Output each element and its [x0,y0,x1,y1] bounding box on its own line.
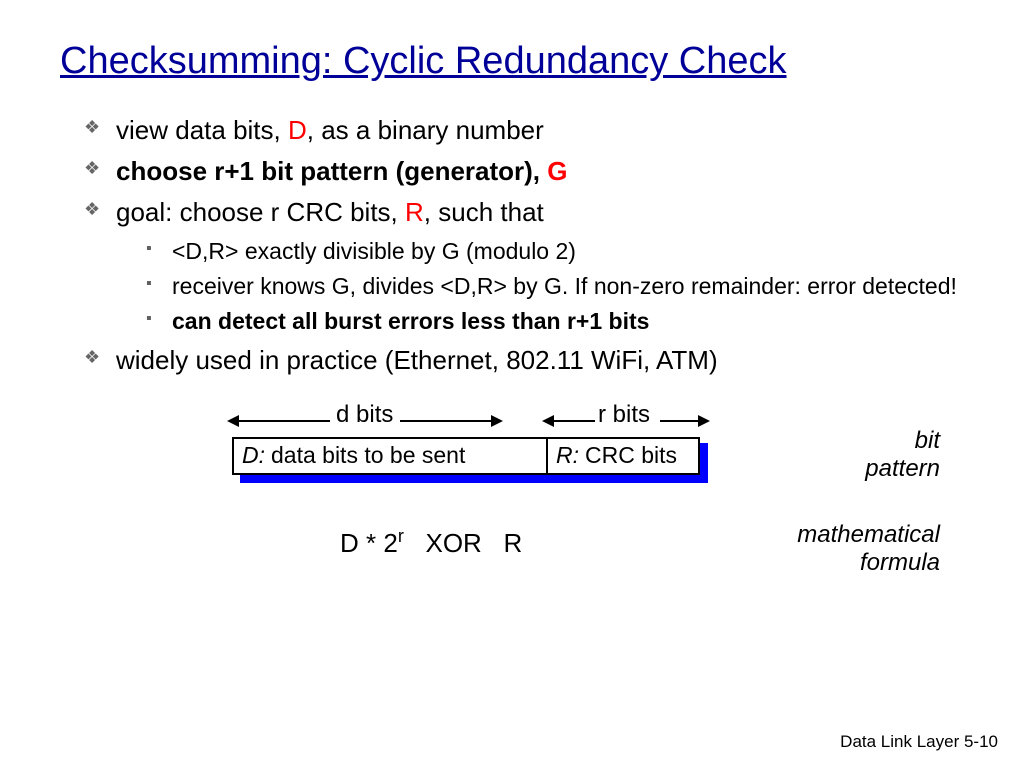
slide: Checksumming: Cyclic Redundancy Check vi… [0,0,1024,611]
bit-pattern-label: bit pattern [865,427,940,483]
crc-diagram: d bits r bits D: data bits to be sent [180,401,940,611]
bullet-4: widely used in practice (Ethernet, 802.1… [90,343,964,378]
sub-2: receiver knows G, divides <D,R> by G. If… [152,271,964,302]
sub-1: <D,R> exactly divisible by G (modulo 2) [152,236,964,267]
slide-title: Checksumming: Cyclic Redundancy Check [60,40,964,83]
range-arrows [180,413,740,433]
bullet-2: choose r+1 bit pattern (generator), G [90,154,964,189]
bullet-3: goal: choose r CRC bits, R, such that <D… [90,195,964,337]
box-d: D: data bits to be sent [232,437,548,475]
formula: D * 2r XOR R [340,526,522,559]
sub-3: can detect all burst errors less than r+… [152,306,964,337]
box-r: R: CRC bits [548,437,700,475]
sub-list: <D,R> exactly divisible by G (modulo 2) … [116,236,964,337]
slide-footer: Data Link Layer 5-10 [840,732,998,752]
bullet-1: view data bits, D, as a binary number [90,113,964,148]
bit-pattern-box: D: data bits to be sent R: CRC bits [232,437,700,475]
formula-label: mathematical formula [797,521,940,577]
bullet-list: view data bits, D, as a binary number ch… [60,113,964,379]
